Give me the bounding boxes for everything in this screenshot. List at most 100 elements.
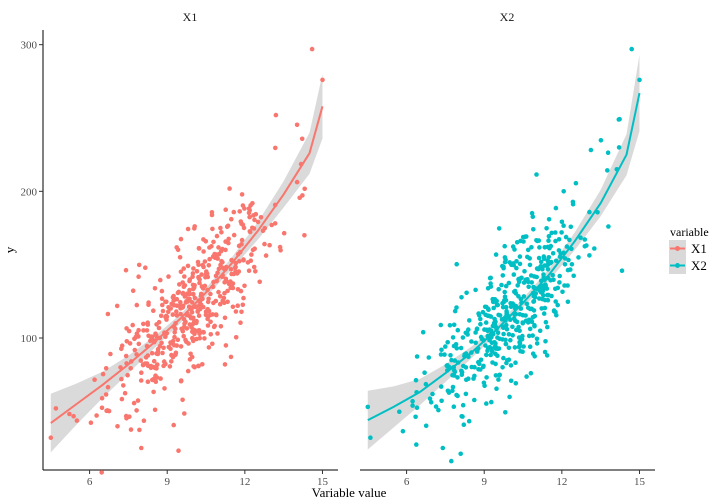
data-point <box>181 325 187 330</box>
data-point <box>616 117 622 122</box>
legend-key-x2: X2 <box>669 257 707 274</box>
y-tick-label: 100 <box>21 333 38 345</box>
data-point <box>414 354 420 359</box>
data-point <box>146 300 151 305</box>
data-point <box>114 303 120 309</box>
data-point <box>125 372 130 378</box>
data-point <box>460 402 466 408</box>
data-point <box>553 230 558 235</box>
data-point <box>194 269 200 274</box>
data-point <box>489 399 494 405</box>
data-point <box>426 355 432 360</box>
data-point <box>451 404 457 410</box>
data-point <box>637 77 642 83</box>
data-point <box>181 316 187 322</box>
data-point <box>529 210 535 216</box>
data-point <box>513 360 518 366</box>
data-point <box>172 330 177 335</box>
data-point <box>255 219 261 225</box>
data-point <box>189 310 195 315</box>
data-point <box>152 407 158 413</box>
data-point <box>211 300 216 306</box>
data-point <box>134 408 139 413</box>
data-point <box>217 301 223 307</box>
data-point <box>450 384 456 390</box>
data-point <box>536 255 542 261</box>
data-point <box>199 272 204 277</box>
data-point <box>496 377 501 382</box>
x-tick-label: 15 <box>634 476 646 488</box>
data-point <box>302 233 307 238</box>
data-point <box>229 216 234 222</box>
data-point <box>205 323 211 328</box>
data-point <box>191 338 196 344</box>
data-point <box>534 336 540 342</box>
data-point <box>185 368 191 374</box>
data-point <box>569 262 575 267</box>
data-point <box>105 384 111 390</box>
data-point <box>484 375 489 380</box>
x-axis-title: Variable value <box>312 485 387 500</box>
data-point <box>151 308 156 314</box>
data-point <box>180 397 185 403</box>
data-point <box>423 423 429 429</box>
data-point <box>151 389 156 395</box>
data-point <box>273 145 278 151</box>
data-point <box>228 267 234 272</box>
confidence-band-x2 <box>367 54 640 450</box>
data-point <box>587 253 592 258</box>
data-point <box>553 205 559 211</box>
data-point <box>476 312 482 318</box>
data-point <box>176 448 181 454</box>
data-point <box>531 299 537 304</box>
data-point <box>564 244 570 249</box>
data-point <box>180 290 186 296</box>
data-point <box>558 251 563 256</box>
data-point <box>216 251 222 257</box>
data-point <box>469 339 474 344</box>
data-point <box>115 424 120 429</box>
data-point <box>592 246 597 251</box>
data-point <box>233 309 239 314</box>
data-point <box>546 234 552 239</box>
data-point <box>222 280 227 285</box>
data-point <box>452 308 458 314</box>
data-point <box>103 392 109 397</box>
data-point <box>629 46 634 52</box>
data-point <box>123 267 129 273</box>
data-point <box>136 341 142 347</box>
data-point <box>230 304 236 310</box>
data-point <box>143 265 148 271</box>
data-point <box>233 260 239 266</box>
data-point <box>526 284 531 290</box>
data-point <box>138 378 144 383</box>
data-point <box>539 306 544 311</box>
data-point <box>174 309 179 314</box>
data-point <box>171 293 176 299</box>
data-point <box>463 365 469 370</box>
data-point <box>512 345 518 350</box>
data-point <box>174 313 180 318</box>
data-point <box>191 291 196 297</box>
data-point <box>501 264 506 270</box>
data-point <box>223 276 229 282</box>
data-point <box>239 309 244 315</box>
data-point <box>520 320 525 325</box>
data-point <box>200 262 205 268</box>
data-point <box>466 418 472 424</box>
data-point <box>132 347 138 353</box>
data-point <box>236 269 242 274</box>
data-point <box>548 243 554 249</box>
data-point <box>527 256 532 261</box>
data-point <box>450 372 455 378</box>
data-point <box>517 312 523 317</box>
data-point <box>472 397 477 403</box>
data-point <box>447 323 453 328</box>
facet-panel-x2: 6 9 12 15 <box>360 46 655 488</box>
data-point <box>186 341 191 346</box>
data-point <box>605 168 610 173</box>
data-point <box>436 407 441 413</box>
data-point <box>554 312 559 318</box>
data-point <box>67 411 72 417</box>
x-tick-label: 12 <box>239 476 250 488</box>
